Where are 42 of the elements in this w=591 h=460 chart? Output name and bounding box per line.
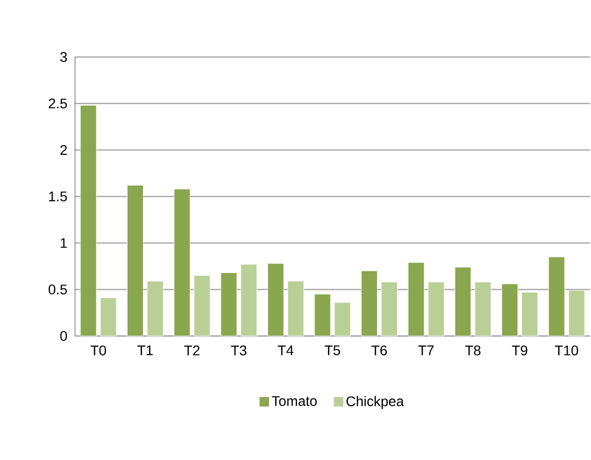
- bar: [454, 266, 472, 336]
- bar: [126, 185, 144, 336]
- bar: [428, 282, 444, 336]
- bar: [100, 298, 117, 336]
- bar: [240, 264, 258, 336]
- bar: [287, 280, 304, 336]
- y-tick-label: 1: [60, 238, 67, 248]
- bar: [361, 270, 378, 336]
- y-tick-label: 0.5: [48, 284, 67, 294]
- x-tick-label: T4: [278, 346, 294, 356]
- y-tick-label: 1.5: [49, 192, 67, 202]
- bar: [220, 272, 238, 336]
- x-tick-label: T6: [372, 345, 387, 356]
- bar: [146, 280, 164, 336]
- x-tick-label: T1: [137, 346, 153, 356]
- legend-label: Tomato: [272, 396, 317, 406]
- y-tick-label: 2: [60, 145, 67, 155]
- bar: [548, 256, 565, 336]
- bar: [408, 262, 424, 336]
- bar: [174, 188, 190, 336]
- bar: [568, 290, 585, 336]
- x-tick-label: T0: [90, 345, 106, 356]
- y-tick-label: 3: [60, 52, 67, 62]
- bar: [474, 282, 492, 336]
- x-tick-label: T2: [184, 345, 200, 356]
- bar: [80, 105, 97, 336]
- x-tick-label: T9: [512, 345, 528, 356]
- x-tick-label: T7: [418, 346, 434, 356]
- x-tick-label: T10: [554, 345, 578, 356]
- x-tick-label: T8: [465, 345, 481, 356]
- y-tick-label: 2.5: [48, 98, 67, 108]
- y-tick-label: 0: [60, 331, 67, 341]
- bar: [334, 302, 351, 336]
- bar: [314, 294, 331, 336]
- bar: [381, 282, 398, 336]
- bar: [194, 275, 210, 336]
- legend-label: Chickpea: [346, 396, 404, 409]
- bar: [522, 292, 538, 336]
- x-tick-label: T5: [324, 346, 340, 356]
- bar: [267, 263, 284, 336]
- x-tick-label: T3: [231, 345, 246, 356]
- bar: [502, 284, 518, 336]
